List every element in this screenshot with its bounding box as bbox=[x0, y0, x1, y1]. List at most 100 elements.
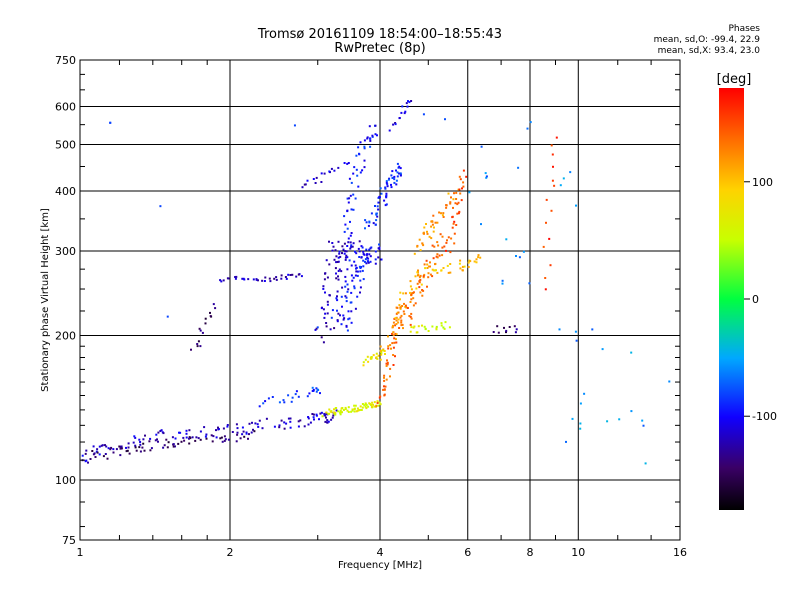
data-point bbox=[458, 262, 461, 265]
data-point bbox=[457, 212, 460, 215]
data-point bbox=[374, 133, 377, 136]
data-point bbox=[89, 458, 92, 460]
data-point bbox=[418, 276, 421, 279]
data-point bbox=[413, 252, 416, 255]
data-point bbox=[416, 271, 419, 274]
data-point bbox=[344, 275, 347, 278]
data-point bbox=[366, 137, 369, 140]
data-point bbox=[326, 419, 329, 422]
data-point bbox=[346, 256, 349, 259]
data-point bbox=[448, 326, 451, 329]
data-point bbox=[508, 326, 511, 328]
data-point bbox=[337, 275, 339, 278]
data-point bbox=[484, 172, 487, 175]
data-point bbox=[159, 430, 162, 432]
data-point bbox=[355, 168, 358, 171]
data-point bbox=[180, 440, 183, 443]
data-point bbox=[630, 351, 633, 354]
data-point bbox=[575, 204, 577, 207]
data-point bbox=[162, 432, 165, 435]
data-point bbox=[340, 270, 343, 273]
data-point bbox=[421, 294, 424, 297]
data-point bbox=[317, 389, 320, 391]
data-point bbox=[385, 203, 388, 206]
data-point bbox=[307, 423, 310, 426]
data-point bbox=[398, 172, 400, 175]
data-point bbox=[372, 354, 375, 357]
data-point bbox=[443, 327, 446, 330]
data-point bbox=[383, 350, 386, 352]
data-point bbox=[349, 194, 352, 197]
data-point bbox=[104, 453, 107, 455]
data-point bbox=[236, 427, 239, 430]
data-point bbox=[395, 341, 398, 344]
data-point bbox=[427, 272, 430, 275]
data-point bbox=[350, 321, 353, 324]
data-point bbox=[322, 285, 325, 288]
data-point bbox=[335, 277, 338, 280]
data-point bbox=[550, 209, 553, 212]
data-point bbox=[334, 267, 337, 270]
data-point bbox=[434, 221, 437, 224]
data-point bbox=[348, 197, 351, 200]
y-tick-label: 400 bbox=[55, 185, 76, 198]
data-point bbox=[442, 267, 445, 269]
data-point bbox=[371, 135, 374, 138]
data-point bbox=[385, 196, 388, 199]
data-point bbox=[394, 338, 397, 341]
data-point bbox=[360, 409, 363, 411]
data-point bbox=[172, 443, 175, 446]
data-point bbox=[303, 425, 306, 428]
data-point bbox=[410, 326, 413, 329]
data-point bbox=[401, 323, 404, 326]
data-point bbox=[436, 256, 439, 259]
data-point bbox=[404, 292, 407, 295]
data-point bbox=[419, 274, 422, 277]
data-point bbox=[425, 259, 428, 262]
data-point bbox=[644, 462, 647, 465]
data-point bbox=[127, 446, 130, 449]
data-point bbox=[342, 409, 345, 411]
data-point bbox=[354, 250, 356, 253]
data-point bbox=[450, 237, 453, 240]
data-point bbox=[167, 441, 170, 444]
data-point bbox=[440, 269, 443, 272]
data-point bbox=[432, 214, 435, 217]
data-point bbox=[120, 445, 123, 448]
data-point bbox=[354, 274, 357, 277]
data-point bbox=[212, 435, 215, 438]
data-point bbox=[356, 270, 359, 273]
data-point bbox=[380, 351, 383, 354]
data-point bbox=[386, 361, 389, 364]
plot-frame bbox=[79, 59, 681, 541]
data-point bbox=[214, 307, 217, 310]
data-point bbox=[579, 402, 582, 405]
data-point bbox=[261, 279, 264, 282]
data-point bbox=[350, 244, 353, 247]
data-point bbox=[363, 253, 366, 256]
data-point bbox=[235, 440, 238, 443]
data-point bbox=[323, 414, 326, 417]
data-point bbox=[426, 263, 429, 266]
data-point bbox=[352, 193, 355, 196]
data-point bbox=[92, 445, 95, 448]
data-point bbox=[261, 427, 264, 430]
data-point bbox=[386, 183, 389, 186]
data-point bbox=[405, 102, 408, 105]
data-point bbox=[157, 440, 159, 443]
data-point bbox=[402, 292, 405, 295]
data-point bbox=[109, 448, 112, 451]
data-point bbox=[380, 192, 383, 195]
data-point bbox=[361, 246, 364, 249]
data-point bbox=[415, 331, 418, 334]
data-point bbox=[351, 279, 354, 282]
data-point bbox=[94, 456, 97, 458]
data-point bbox=[405, 306, 408, 309]
data-point bbox=[199, 438, 202, 441]
data-point bbox=[356, 174, 359, 177]
data-point bbox=[455, 224, 458, 226]
data-point bbox=[416, 274, 419, 277]
data-point bbox=[379, 358, 382, 361]
data-point bbox=[287, 417, 290, 420]
data-point bbox=[409, 315, 412, 318]
